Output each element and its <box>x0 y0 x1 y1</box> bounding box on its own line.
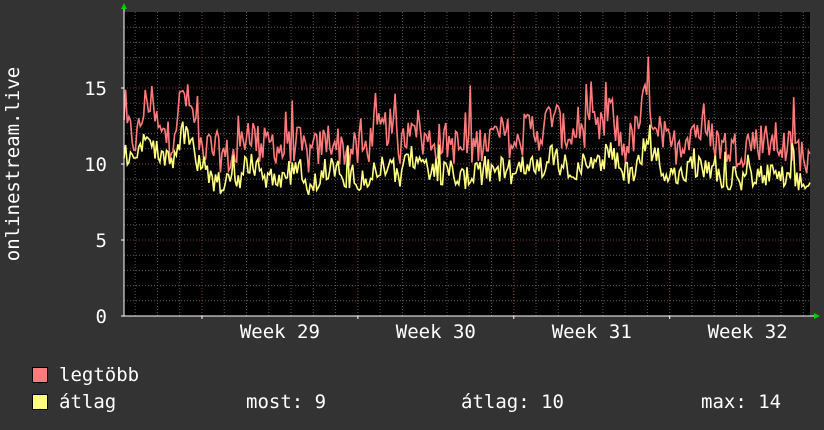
y-tick-label: 5 <box>96 230 107 252</box>
legtobb-swatch <box>32 367 48 383</box>
y-tick-labels: 0 5 10 15 <box>84 78 107 328</box>
max-stat: max: 14 <box>701 391 782 413</box>
legtobb-legend-label: legtöbb <box>59 364 140 386</box>
x-tick-label: Week 29 <box>240 321 320 343</box>
atlag-swatch <box>32 394 48 410</box>
x-tick-label: Week 30 <box>396 321 476 343</box>
x-tick-label: Week 32 <box>708 321 788 343</box>
major-grid <box>124 12 810 316</box>
atlag-stat: átlag: 10 <box>461 391 564 413</box>
x-tick-label: Week 31 <box>552 321 632 343</box>
series-layer <box>123 56 811 196</box>
y-tick-label: 0 <box>96 306 107 328</box>
y-tick-label: 15 <box>84 78 107 100</box>
legend-row-legtobb: legtöbb <box>0 364 824 388</box>
atlag-legend-label: átlag <box>59 391 117 413</box>
x-tick-labels: Week 29 Week 30 Week 31 Week 32 <box>240 321 788 343</box>
series-line-legtobb <box>123 56 811 175</box>
y-axis-label: onlinestream.live <box>2 67 24 261</box>
y-tick-label: 10 <box>84 154 107 176</box>
y-axis-arrow-icon <box>121 3 127 9</box>
series-line-atlag <box>123 121 811 196</box>
axes <box>121 3 820 319</box>
legend-row-atlag: átlag most: 9 átlag: 10 max: 14 <box>0 391 824 415</box>
most-stat: most: 9 <box>246 391 327 413</box>
x-axis-arrow-icon <box>814 313 820 319</box>
